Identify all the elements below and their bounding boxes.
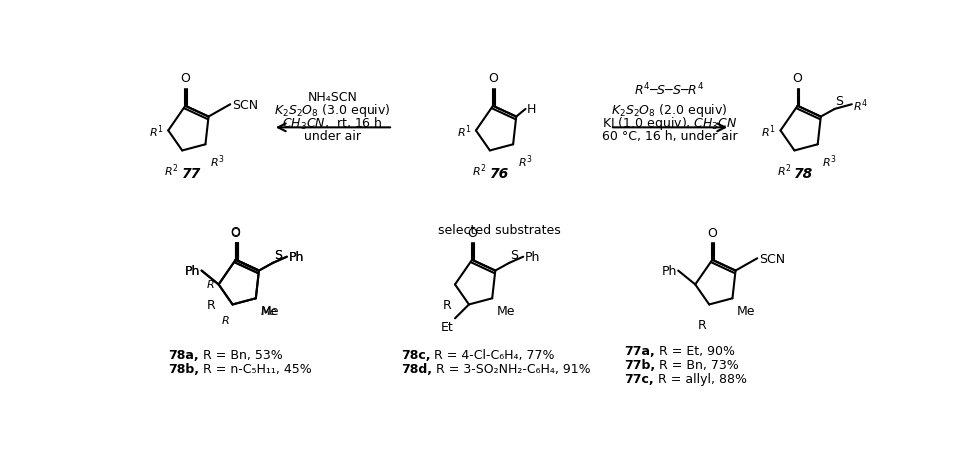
- Text: $R^2$: $R^2$: [776, 162, 791, 179]
- Text: $R^4$: $R^4$: [853, 97, 869, 113]
- Text: 78d,: 78d,: [400, 362, 431, 375]
- Text: SCN: SCN: [759, 252, 785, 265]
- Text: R: R: [206, 280, 214, 290]
- Text: $R^1$: $R^1$: [761, 123, 776, 140]
- Text: Me: Me: [497, 305, 515, 318]
- Text: R = n-C₅H₁₁, 45%: R = n-C₅H₁₁, 45%: [200, 362, 312, 375]
- Text: R = 4-Cl-C₆H₄, 77%: R = 4-Cl-C₆H₄, 77%: [431, 348, 555, 361]
- Text: R: R: [206, 299, 215, 312]
- Text: $R^3$: $R^3$: [210, 153, 225, 169]
- Text: $R^2$: $R^2$: [472, 162, 487, 179]
- Text: 78b,: 78b,: [169, 362, 200, 375]
- Text: R = Bn, 73%: R = Bn, 73%: [656, 358, 739, 371]
- Text: 76: 76: [490, 167, 508, 180]
- Text: R: R: [222, 315, 230, 325]
- Text: 78: 78: [794, 167, 813, 180]
- Text: 60 °C, 16 h, under air: 60 °C, 16 h, under air: [602, 130, 737, 143]
- Text: O: O: [793, 72, 803, 85]
- Text: O: O: [468, 226, 477, 240]
- Text: H: H: [527, 103, 537, 116]
- Text: selected substrates: selected substrates: [437, 224, 561, 237]
- Text: O: O: [231, 226, 241, 240]
- Text: 77c,: 77c,: [624, 372, 654, 385]
- Text: Ph: Ph: [288, 251, 304, 263]
- Text: S: S: [274, 248, 281, 261]
- Text: R = 3-SO₂NH₂-C₆H₄, 91%: R = 3-SO₂NH₂-C₆H₄, 91%: [431, 362, 590, 375]
- Text: 78c,: 78c,: [400, 348, 431, 361]
- Text: $R^1$: $R^1$: [457, 123, 471, 140]
- Text: 77a,: 77a,: [624, 344, 655, 358]
- Text: $R^4$─S─S─$R^4$: $R^4$─S─S─$R^4$: [634, 81, 705, 98]
- Text: $R^3$: $R^3$: [822, 153, 837, 169]
- Text: S: S: [274, 248, 281, 261]
- Text: R: R: [697, 319, 706, 331]
- Text: R = Bn, 53%: R = Bn, 53%: [199, 348, 282, 361]
- Text: O: O: [180, 72, 190, 85]
- Text: $R^1$: $R^1$: [149, 123, 164, 140]
- Text: Ph: Ph: [185, 264, 200, 277]
- Text: 77b,: 77b,: [624, 358, 656, 371]
- Text: NH₄SCN: NH₄SCN: [308, 91, 357, 104]
- Text: O: O: [707, 226, 717, 240]
- Text: SCN: SCN: [232, 99, 258, 112]
- Text: Me: Me: [737, 305, 756, 318]
- Text: 77: 77: [182, 167, 201, 180]
- Text: O: O: [231, 226, 241, 239]
- Text: $K_2S_2O_8$ (3.0 equiv): $K_2S_2O_8$ (3.0 equiv): [275, 102, 391, 119]
- Text: KI (1.0 equiv), $CH_3CN$: KI (1.0 equiv), $CH_3CN$: [602, 115, 737, 132]
- Text: R: R: [443, 299, 452, 312]
- Text: Ph: Ph: [661, 264, 677, 277]
- Text: R = Et, 90%: R = Et, 90%: [655, 344, 734, 358]
- Text: Ph: Ph: [288, 251, 304, 263]
- Text: Ph: Ph: [525, 251, 541, 263]
- Text: 78a,: 78a,: [169, 348, 199, 361]
- Text: $CH_3CN$,  rt, 16 h: $CH_3CN$, rt, 16 h: [282, 115, 383, 131]
- Text: $R^3$: $R^3$: [518, 153, 533, 169]
- Text: O: O: [488, 72, 498, 85]
- Text: under air: under air: [304, 130, 361, 143]
- Text: Ph: Ph: [185, 264, 200, 277]
- Text: S: S: [836, 95, 843, 107]
- Text: Me: Me: [260, 305, 279, 318]
- Text: $R^2$: $R^2$: [165, 162, 179, 179]
- Text: Me: Me: [260, 306, 277, 316]
- Text: $K_2S_2O_8$ (2.0 equiv): $K_2S_2O_8$ (2.0 equiv): [612, 102, 728, 119]
- Text: Et: Et: [440, 320, 454, 333]
- Text: S: S: [510, 248, 518, 261]
- Text: R = allyl, 88%: R = allyl, 88%: [654, 372, 747, 385]
